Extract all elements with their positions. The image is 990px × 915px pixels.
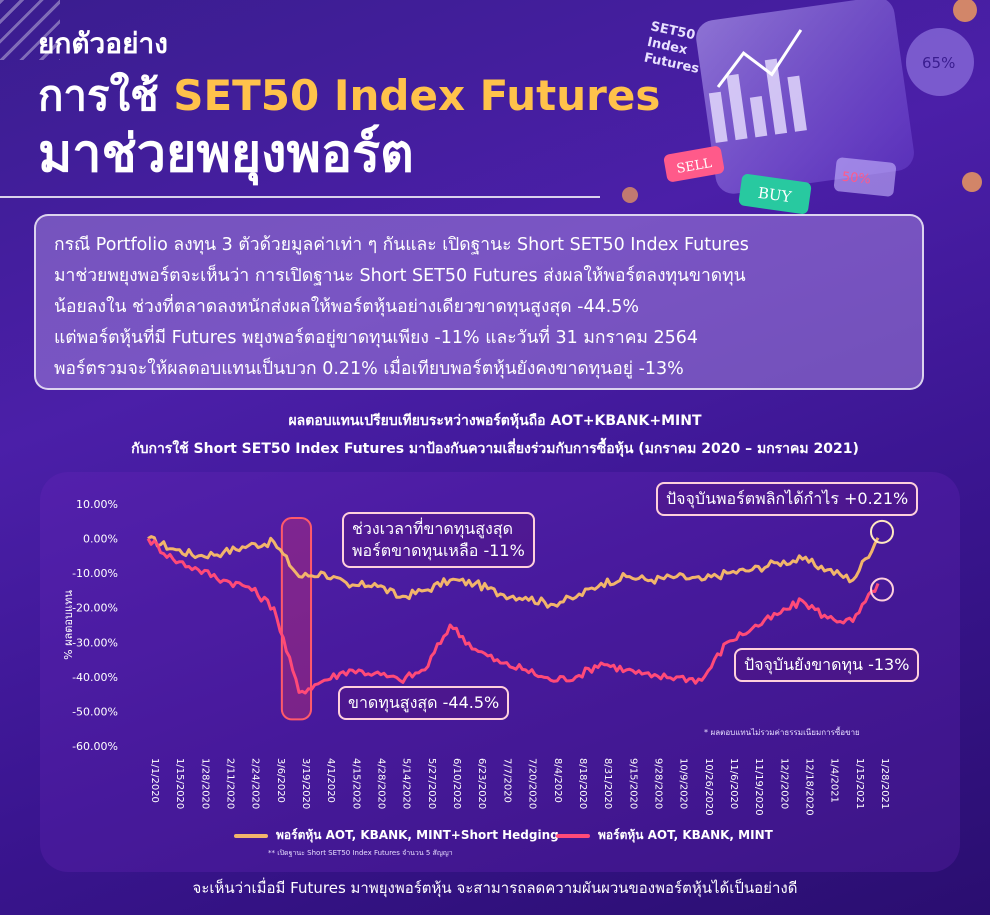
y-tick-label: -50.00% — [72, 705, 118, 718]
x-tick-label: 5/27/2020 — [426, 758, 437, 809]
x-tick-label: 1/1/2020 — [149, 758, 160, 803]
summary-line: กรณี Portfolio ลงทุน 3 ตัวด้วยมูลค่าเท่า… — [54, 235, 749, 255]
x-tick-label: 4/1/2020 — [325, 758, 336, 803]
x-tick-label: 1/28/2021 — [879, 758, 890, 809]
x-tick-label: 2/24/2020 — [250, 758, 261, 809]
annotation-text: พอร์ตขาดทุนเหลือ -11% — [352, 541, 525, 560]
y-tick-label: -60.00% — [72, 740, 118, 753]
x-tick-label: 7/7/2020 — [501, 758, 512, 803]
x-tick-label: 3/6/2020 — [275, 758, 286, 803]
summary-line: พอร์ตรวมจะให้ผลตอบแทนเป็นบวก 0.21% เมื่อ… — [54, 359, 684, 379]
annotation-now-loss: ปัจจุบันยังขาดทุน -13% — [734, 648, 920, 682]
summary-line: มาช่วยพยุงพอร์ตจะเห็นว่า การเปิดฐานะ Sho… — [54, 266, 746, 286]
x-tick-label: 12/18/2020 — [803, 758, 814, 816]
y-tick-label: 10.00% — [76, 498, 118, 511]
legend-label: พอร์ตหุ้น AOT, KBANK, MINT — [598, 828, 773, 842]
summary-line: น้อยลงใน ช่วงที่ตลาดลงหนักส่งผลให้พอร์ตห… — [54, 297, 640, 317]
x-tick-label: 10/26/2020 — [703, 758, 714, 816]
y-tick-label: -20.00% — [72, 602, 118, 615]
y-tick-label: -40.00% — [72, 671, 118, 684]
annotation-max-loss-window: ช่วงเวลาที่ขาดทุนสูงสุด พอร์ตขาดทุนเหลือ… — [342, 512, 535, 568]
coin-icon — [962, 172, 982, 192]
x-tick-label: 8/31/2020 — [602, 758, 613, 809]
title-highlight: SET50 Index Futures — [173, 71, 661, 120]
max-loss-window-highlight — [280, 517, 313, 721]
legend-note: ** เปิดฐานะ Short SET50 Index Futures จำ… — [268, 849, 453, 857]
end-marker-unhedged — [870, 577, 894, 602]
x-tick-label: 2/11/2020 — [225, 758, 236, 809]
chart-title: ผลตอบแทนเปรียบเทียบระหว่างพอร์ตหุ้นถือ A… — [288, 413, 702, 429]
coin-icon — [953, 0, 977, 22]
hero-pct-a: 65% — [922, 54, 955, 72]
x-tick-label: 11/19/2020 — [753, 758, 764, 816]
y-tick-label: 0.00% — [83, 533, 118, 546]
chart-panel — [40, 472, 960, 872]
hero-illustration: SET50 Index Futures 65% SELL BUY 50% — [622, 0, 982, 214]
legend-swatch — [556, 833, 590, 838]
percent-tag-icon: 50% — [833, 157, 897, 197]
kicker-text: ยกตัวอย่าง — [38, 27, 168, 60]
y-tick-label: -30.00% — [72, 636, 118, 649]
hero-sell-label: SELL — [675, 156, 713, 177]
x-tick-label: 6/23/2020 — [476, 758, 487, 809]
x-tick-label: 1/15/2020 — [174, 758, 185, 809]
x-tick-label: 3/19/2020 — [300, 758, 311, 809]
hero-buy-label: BUY — [757, 184, 794, 207]
x-tick-label: 8/4/2020 — [552, 758, 563, 803]
x-tick-label: 1/15/2021 — [854, 758, 865, 809]
title-prefix: การใช้ — [38, 71, 174, 120]
series-line-unhedged — [146, 537, 880, 695]
x-tick-label: 4/15/2020 — [350, 758, 361, 809]
annotation-text: ช่วงเวลาที่ขาดทุนสูงสุด — [352, 519, 513, 538]
legend-item-hedged: พอร์ตหุ้น AOT, KBANK, MINT+Short Hedging — [234, 826, 559, 845]
x-tick-label: 1/4/2021 — [829, 758, 840, 803]
buy-tag-icon: BUY — [738, 174, 812, 214]
annotation-max-loss: ขาดทุนสูงสุด -44.5% — [338, 686, 510, 720]
end-marker-hedged — [870, 519, 894, 544]
x-tick-label: 9/28/2020 — [652, 758, 663, 809]
annotation-now-profit: ปัจจุบันพอร์ตพลิกได้กำไร +0.21% — [656, 482, 919, 516]
percent-badge-icon: 65% — [906, 28, 974, 96]
summary-box: กรณี Portfolio ลงทุน 3 ตัวด้วยมูลค่าเท่า… — [34, 214, 924, 390]
series-line-hedged — [147, 535, 880, 609]
x-tick-label: 6/10/2020 — [451, 758, 462, 809]
decorative-stripes — [0, 0, 60, 60]
chart-subtitle: กับการใช้ Short SET50 Index Futures มาป้… — [131, 441, 859, 457]
x-tick-label: 11/6/2020 — [728, 758, 739, 809]
sell-tag-icon: SELL — [663, 146, 725, 182]
title-divider — [0, 196, 600, 198]
legend-label: พอร์ตหุ้น AOT, KBANK, MINT+Short Hedging — [276, 828, 559, 842]
x-tick-label: 9/15/2020 — [627, 758, 638, 809]
footer-text: จะเห็นว่าเมื่อมี Futures มาพยุงพอร์ตหุ้น… — [192, 879, 798, 897]
page-title-line2: มาช่วยพยุงพอร์ต — [38, 124, 414, 184]
x-tick-label: 5/14/2020 — [401, 758, 412, 809]
y-axis-label: % ผลตอบแทน — [62, 590, 75, 660]
x-tick-label: 1/28/2020 — [199, 758, 210, 809]
legend-item-unhedged: พอร์ตหุ้น AOT, KBANK, MINT — [556, 826, 773, 845]
y-tick-label: -10.00% — [72, 567, 118, 580]
hero-pct-b: 50% — [841, 170, 871, 188]
x-tick-label: 8/18/2020 — [577, 758, 588, 809]
fee-note: * ผลตอบแทนไม่รวมค่าธรรมเนียมการซื้อขาย — [704, 728, 860, 737]
x-tick-label: 10/9/2020 — [678, 758, 689, 809]
legend-swatch — [234, 833, 268, 838]
chart-card-icon — [696, 0, 914, 194]
x-tick-label: 12/2/2020 — [778, 758, 789, 809]
x-tick-label: 7/20/2020 — [527, 758, 538, 809]
page-title: การใช้ SET50 Index Futures — [38, 72, 660, 120]
summary-line: แต่พอร์ตหุ้นที่มี Futures พยุงพอร์ตอยู่ข… — [54, 328, 699, 348]
coin-icon — [622, 187, 638, 203]
x-tick-label: 4/28/2020 — [376, 758, 387, 809]
